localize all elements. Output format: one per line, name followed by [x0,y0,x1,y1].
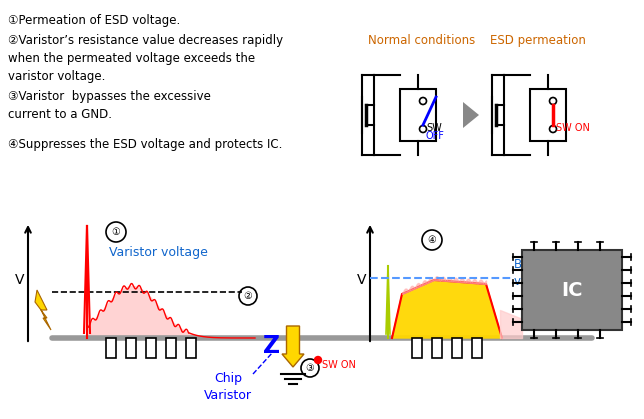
Polygon shape [392,280,502,338]
Text: V: V [357,273,366,287]
Circle shape [314,357,321,364]
Bar [106,338,116,358]
Text: Z: Z [263,334,281,358]
Text: SW: SW [426,123,442,133]
Bar [166,338,176,358]
Bar [472,338,482,358]
Bar [452,338,462,358]
Text: OFF: OFF [426,131,445,141]
Text: ③Varistor  bypasses the excessive
current to a GND.: ③Varistor bypasses the excessive current… [8,90,211,121]
Bar [126,338,136,358]
Bar [522,250,622,330]
Bar [186,338,196,358]
FancyArrow shape [282,326,304,367]
Text: Normal conditions: Normal conditions [368,34,475,47]
Text: ③: ③ [306,363,314,373]
Bar [432,338,442,358]
Text: SW ON: SW ON [322,360,356,370]
Text: ④: ④ [428,235,437,245]
Text: Breakdown
voltage of IC: Breakdown voltage of IC [514,258,589,288]
Text: Varistor voltage: Varistor voltage [109,246,207,259]
Text: Chip
Varistor: Chip Varistor [204,372,252,402]
Bar [400,89,436,141]
Text: ESD permeation: ESD permeation [490,34,586,47]
Bar [530,89,566,141]
Bar [412,338,422,358]
Bar [146,338,156,358]
Text: ①: ① [111,227,120,237]
Text: SW ON: SW ON [556,123,590,133]
Text: ①Permeation of ESD voltage.: ①Permeation of ESD voltage. [8,14,180,27]
Text: V: V [15,273,24,287]
Text: IC: IC [562,280,583,300]
Text: ②Varistor’s resistance value decreases rapidly
when the permeated voltage exceed: ②Varistor’s resistance value decreases r… [8,34,283,83]
Polygon shape [463,102,479,128]
Text: ②: ② [243,291,252,301]
Text: ④Suppresses the ESD voltage and protects IC.: ④Suppresses the ESD voltage and protects… [8,138,282,151]
Polygon shape [35,290,51,330]
